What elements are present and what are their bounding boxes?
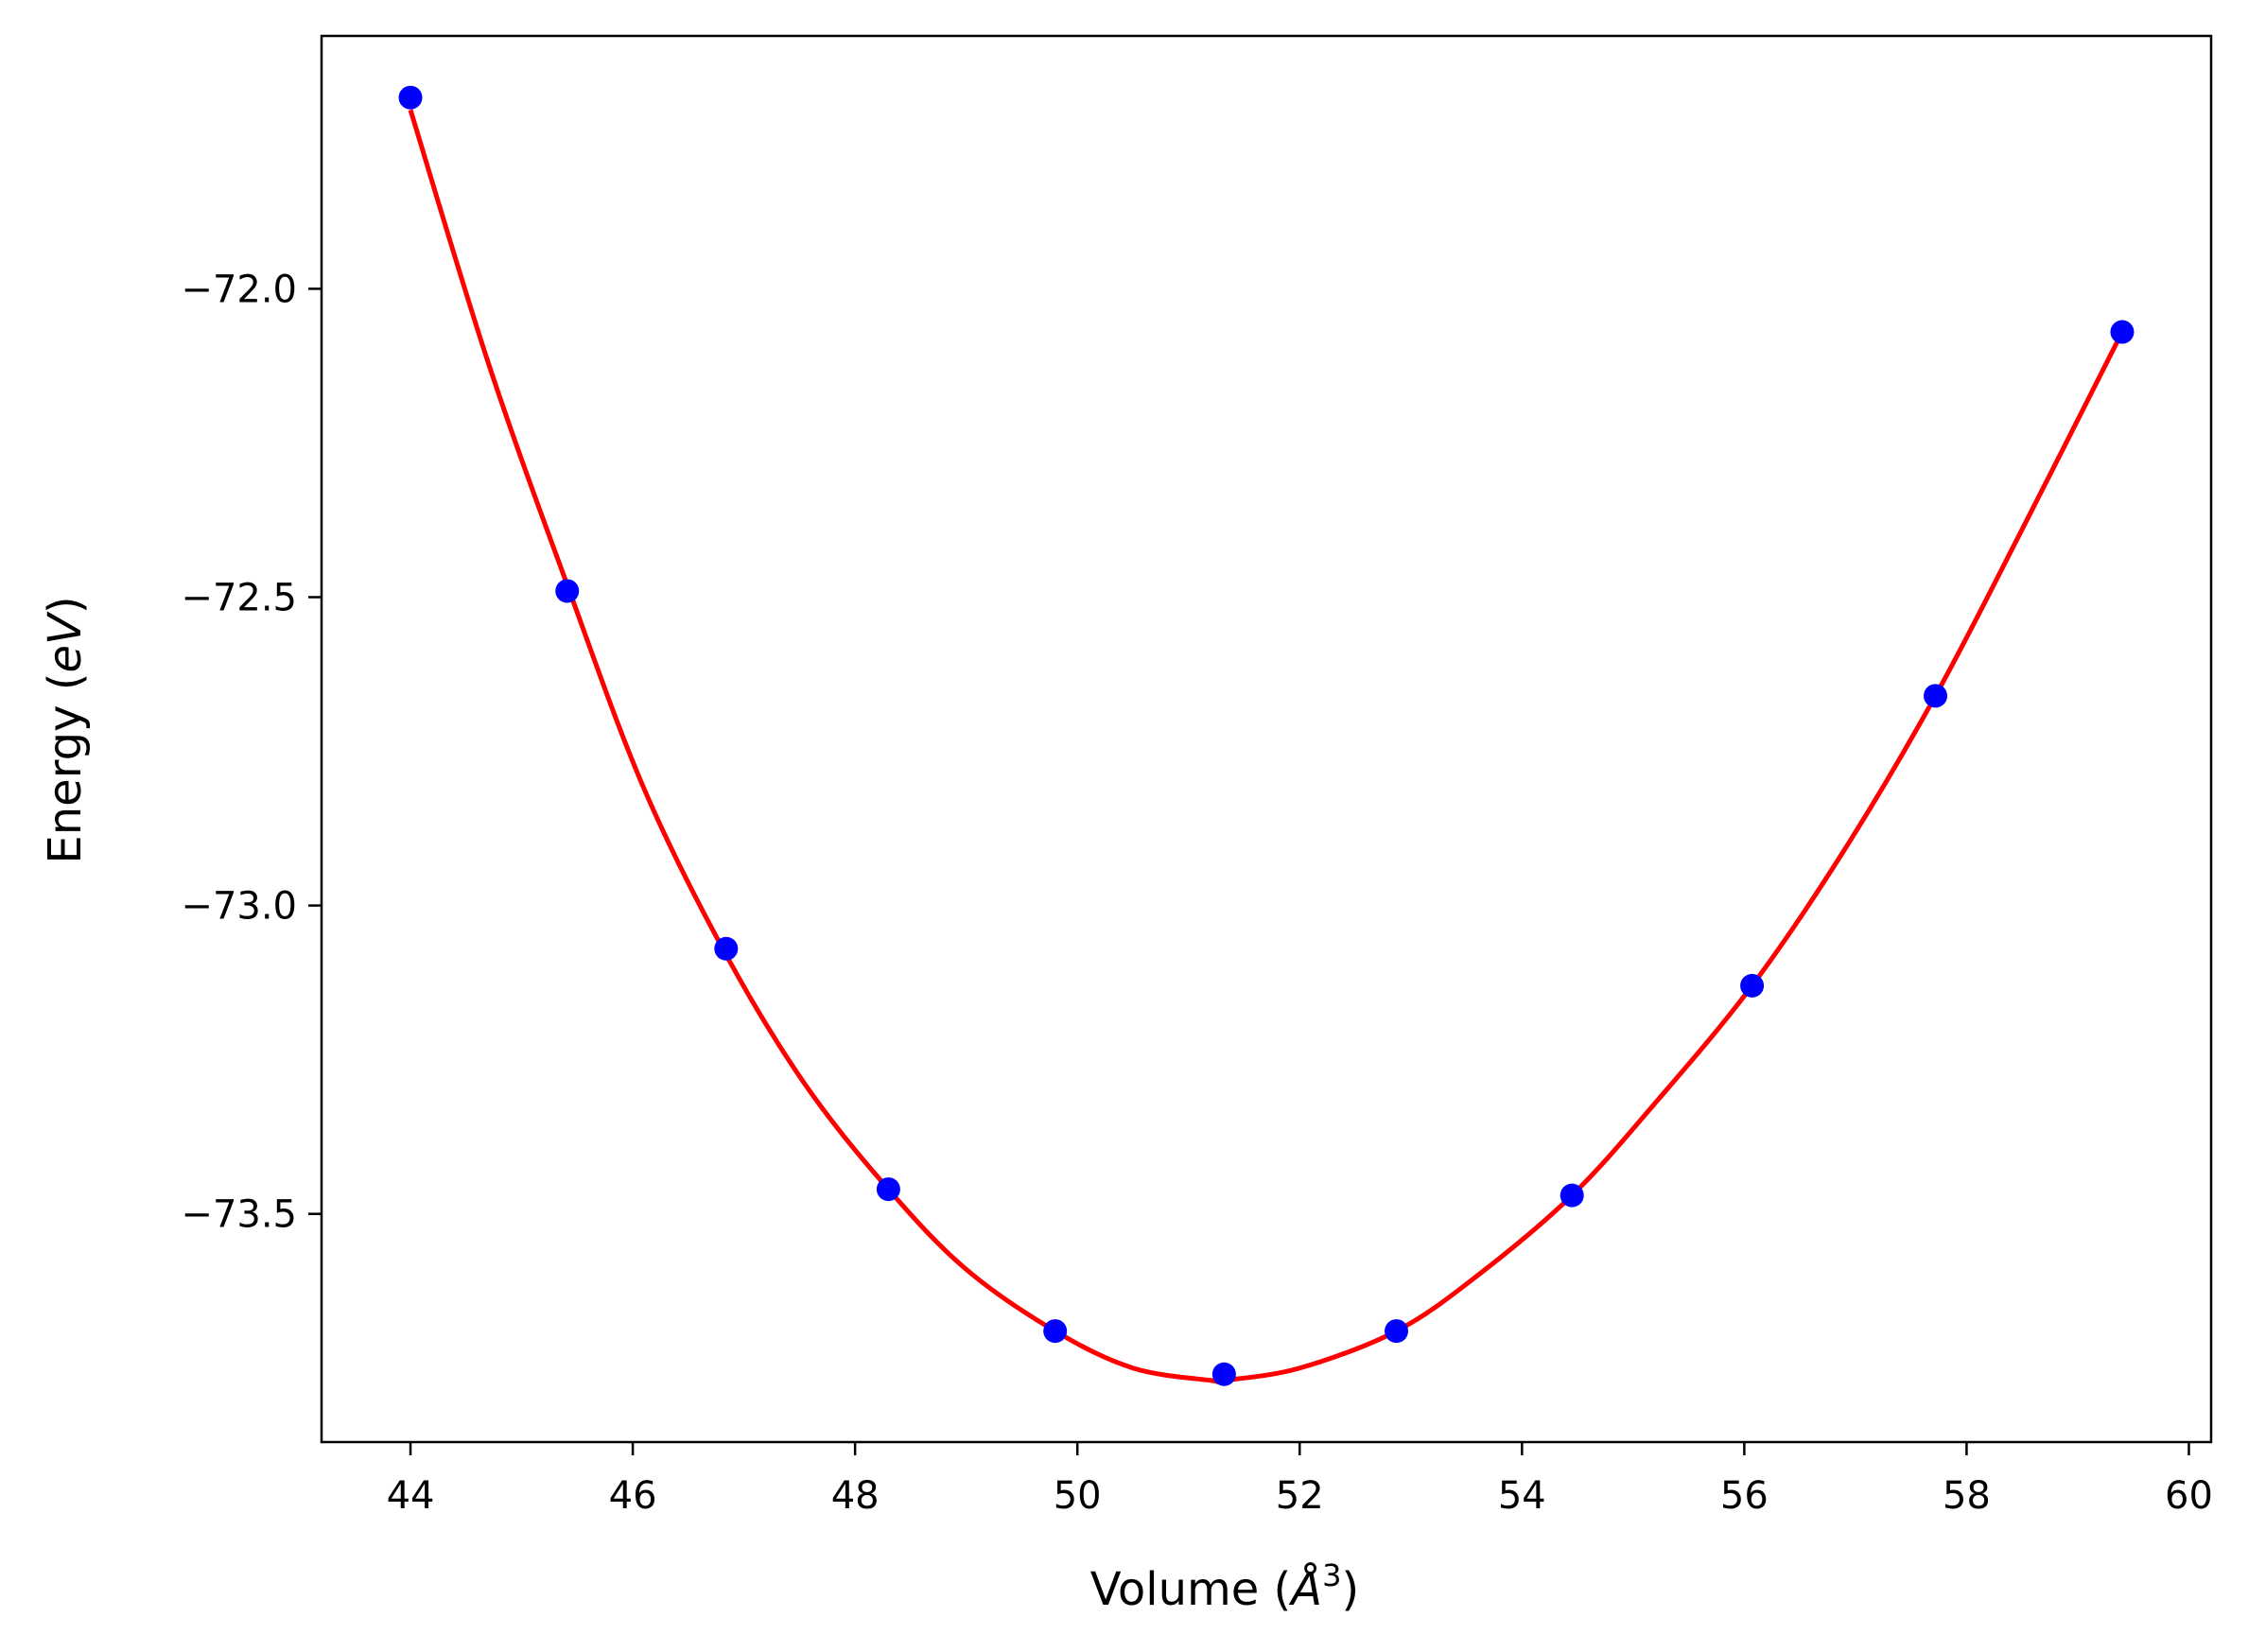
y-axis-label-close: ) (39, 596, 92, 614)
y-tick-label: −73.5 (181, 1193, 297, 1237)
data-point (398, 85, 423, 110)
data-point (1560, 1183, 1584, 1208)
x-tick-label: 50 (1054, 1474, 1102, 1518)
data-point (1385, 1319, 1409, 1344)
data-point (1740, 973, 1765, 998)
x-tick-label: 52 (1276, 1474, 1324, 1518)
x-axis-label-text: Volume ( (1090, 1563, 1292, 1616)
data-point (714, 936, 739, 961)
y-axis-label: Energy (eV) (39, 596, 92, 863)
data-point (1924, 684, 1948, 708)
data-point (1043, 1319, 1068, 1344)
y-axis: −72.0 −72.5 −73.0 −73.5 (181, 268, 322, 1237)
x-axis-label: Volume (Å3) (1090, 1557, 1359, 1616)
y-tick-label: −72.0 (181, 268, 297, 311)
x-tick-label: 48 (831, 1474, 880, 1518)
x-tick-label: 56 (1720, 1474, 1769, 1518)
y-tick-label: −73.0 (181, 885, 297, 929)
x-axis-label-close: ) (1341, 1563, 1359, 1616)
plot-frame (320, 34, 2213, 1444)
data-point (1211, 1362, 1236, 1386)
x-tick-label: 60 (2165, 1474, 2213, 1518)
data-point (876, 1177, 900, 1202)
x-tick-label: 46 (609, 1474, 657, 1518)
x-tick-label: 54 (1498, 1474, 1546, 1518)
x-axis: 44 46 48 50 52 54 56 58 60 (387, 1442, 2213, 1518)
plot-content (398, 85, 2135, 1386)
data-point (2110, 320, 2135, 344)
data-point (555, 579, 580, 603)
x-axis-label-exponent: 3 (1322, 1557, 1341, 1593)
y-axis-label-unit: eV (39, 611, 92, 673)
x-tick-label: 58 (1943, 1474, 1991, 1518)
y-tick-label: −72.5 (181, 576, 297, 619)
y-axis-label-text: Energy ( (39, 673, 92, 864)
x-tick-label: 44 (387, 1474, 435, 1518)
x-axis-label-symbol: Å (1288, 1562, 1322, 1616)
